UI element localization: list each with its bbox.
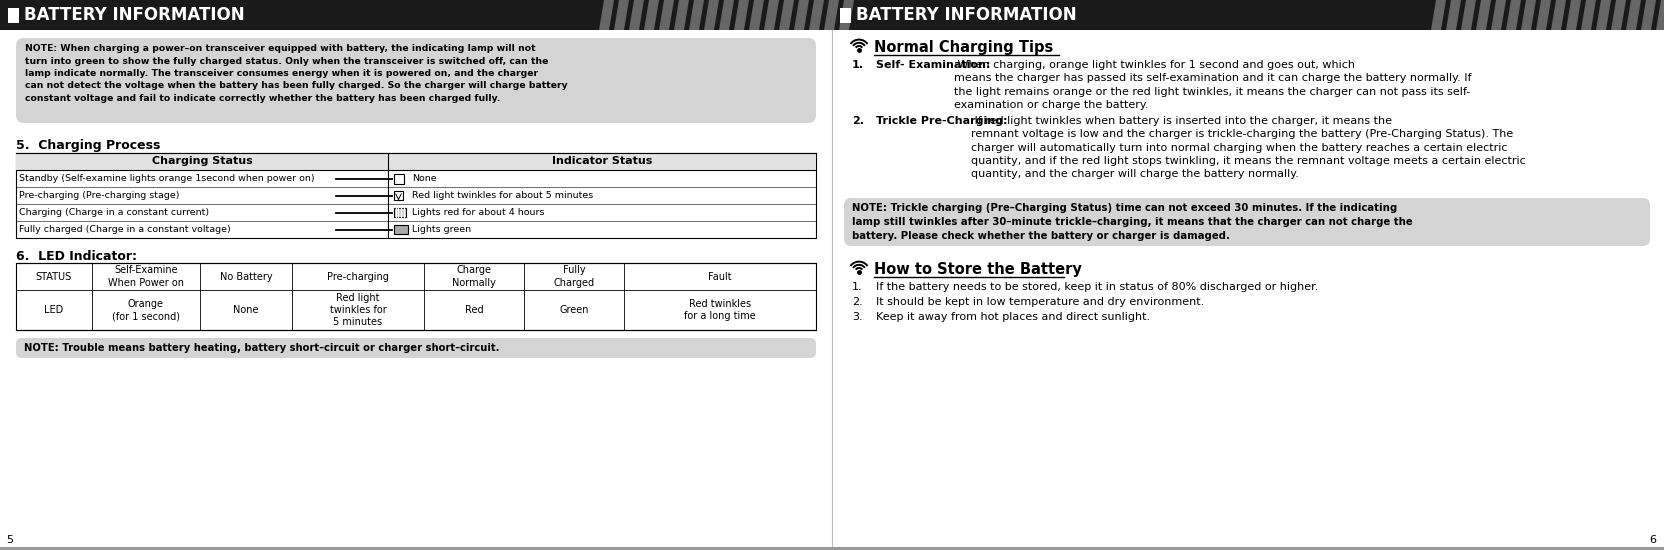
Bar xyxy=(17,263,815,330)
Polygon shape xyxy=(734,0,749,30)
Polygon shape xyxy=(839,0,854,30)
Polygon shape xyxy=(1626,0,1641,30)
FancyBboxPatch shape xyxy=(17,338,815,358)
Text: Fully charged (Charge in a constant voltage): Fully charged (Charge in a constant volt… xyxy=(18,225,231,234)
Text: Red twinkles
for a long time: Red twinkles for a long time xyxy=(684,299,755,321)
Text: 3.: 3. xyxy=(852,312,862,322)
Polygon shape xyxy=(809,0,824,30)
Polygon shape xyxy=(1596,0,1611,30)
Text: Self-Examine
When Power on: Self-Examine When Power on xyxy=(108,265,185,288)
Polygon shape xyxy=(794,0,809,30)
Text: Self- Examination:: Self- Examination: xyxy=(875,60,990,70)
Polygon shape xyxy=(749,0,764,30)
Bar xyxy=(394,190,403,200)
FancyBboxPatch shape xyxy=(17,38,815,123)
Text: Red: Red xyxy=(464,305,483,315)
Polygon shape xyxy=(719,0,734,30)
Text: Green: Green xyxy=(559,305,589,315)
Bar xyxy=(394,224,408,234)
Polygon shape xyxy=(1656,0,1664,30)
Polygon shape xyxy=(644,0,659,30)
Bar xyxy=(17,153,815,238)
Text: 5: 5 xyxy=(7,535,13,545)
Text: Pre-charging: Pre-charging xyxy=(328,272,389,282)
Bar xyxy=(832,0,1664,30)
Text: 1.: 1. xyxy=(852,60,864,70)
Text: None: None xyxy=(413,174,436,183)
Text: Lights red for about 4 hours: Lights red for about 4 hours xyxy=(413,208,544,217)
Bar xyxy=(0,0,832,30)
Polygon shape xyxy=(629,0,644,30)
Polygon shape xyxy=(1641,0,1656,30)
Text: Red light
twinkles for
5 minutes: Red light twinkles for 5 minutes xyxy=(329,293,386,327)
Polygon shape xyxy=(1536,0,1551,30)
Text: Lights green: Lights green xyxy=(413,225,471,234)
Text: 2.: 2. xyxy=(852,297,862,307)
Text: NOTE: Trouble means battery heating, battery short–circuit or charger short–circ: NOTE: Trouble means battery heating, bat… xyxy=(23,343,499,353)
Bar xyxy=(394,173,404,184)
Polygon shape xyxy=(614,0,629,30)
Polygon shape xyxy=(1506,0,1521,30)
Bar xyxy=(0,547,1664,550)
Text: Orange
(for 1 second): Orange (for 1 second) xyxy=(111,299,180,321)
Text: STATUS: STATUS xyxy=(37,272,72,282)
Text: If red light twinkles when battery is inserted into the charger, it means the
re: If red light twinkles when battery is in… xyxy=(972,116,1526,179)
Polygon shape xyxy=(1521,0,1536,30)
Text: Fault: Fault xyxy=(709,272,732,282)
Polygon shape xyxy=(674,0,689,30)
Bar xyxy=(394,207,406,217)
Text: BATTERY INFORMATION: BATTERY INFORMATION xyxy=(855,6,1077,24)
Polygon shape xyxy=(1446,0,1461,30)
Text: BATTERY INFORMATION: BATTERY INFORMATION xyxy=(23,6,245,24)
Text: None: None xyxy=(233,305,258,315)
Text: 5.  Charging Process: 5. Charging Process xyxy=(17,139,160,152)
Polygon shape xyxy=(1566,0,1581,30)
Polygon shape xyxy=(599,0,614,30)
Text: Indicator Status: Indicator Status xyxy=(552,157,652,167)
Polygon shape xyxy=(1581,0,1596,30)
Text: Charging Status: Charging Status xyxy=(151,157,253,167)
Text: Pre-charging (Pre-charging stage): Pre-charging (Pre-charging stage) xyxy=(18,191,180,200)
Bar xyxy=(8,8,18,23)
Polygon shape xyxy=(1491,0,1506,30)
Polygon shape xyxy=(704,0,719,30)
Text: If the battery needs to be stored, keep it in status of 80% discharged or higher: If the battery needs to be stored, keep … xyxy=(875,282,1318,292)
Text: Fully
Charged: Fully Charged xyxy=(554,265,594,288)
Text: Keep it away from hot places and direct sunlight.: Keep it away from hot places and direct … xyxy=(875,312,1150,322)
Text: LED: LED xyxy=(45,305,63,315)
Text: Normal Charging Tips: Normal Charging Tips xyxy=(874,40,1053,55)
FancyBboxPatch shape xyxy=(844,198,1651,246)
Text: When charging, orange light twinkles for 1 second and goes out, which
means the : When charging, orange light twinkles for… xyxy=(953,60,1471,110)
Text: Standby (Self-examine lights orange 1second when power on): Standby (Self-examine lights orange 1sec… xyxy=(18,174,314,183)
Polygon shape xyxy=(824,0,839,30)
Text: 6: 6 xyxy=(1649,535,1656,545)
Polygon shape xyxy=(1461,0,1476,30)
Text: NOTE: When charging a power–on transceiver equipped with battery, the indicating: NOTE: When charging a power–on transceiv… xyxy=(25,44,567,103)
Bar xyxy=(17,153,815,170)
Text: NOTE: Trickle charging (Pre–Charging Status) time can not exceed 30 minutes. If : NOTE: Trickle charging (Pre–Charging Sta… xyxy=(852,203,1413,241)
Text: Charging (Charge in a constant current): Charging (Charge in a constant current) xyxy=(18,208,210,217)
Text: 6.  LED Indicator:: 6. LED Indicator: xyxy=(17,250,136,263)
Text: How to Store the Battery: How to Store the Battery xyxy=(874,262,1082,277)
Text: Trickle Pre-Charging:: Trickle Pre-Charging: xyxy=(875,116,1007,126)
Polygon shape xyxy=(764,0,779,30)
Polygon shape xyxy=(689,0,704,30)
Text: It should be kept in low temperature and dry environment.: It should be kept in low temperature and… xyxy=(875,297,1205,307)
Text: 2.: 2. xyxy=(852,116,864,126)
Text: Charge
Normally: Charge Normally xyxy=(453,265,496,288)
Polygon shape xyxy=(1551,0,1566,30)
Polygon shape xyxy=(779,0,794,30)
Polygon shape xyxy=(659,0,674,30)
Bar xyxy=(840,8,850,23)
Text: 1.: 1. xyxy=(852,282,862,292)
Polygon shape xyxy=(1611,0,1626,30)
Text: Red light twinkles for about 5 minutes: Red light twinkles for about 5 minutes xyxy=(413,191,594,200)
Polygon shape xyxy=(1476,0,1491,30)
Polygon shape xyxy=(1431,0,1446,30)
Text: No Battery: No Battery xyxy=(220,272,273,282)
